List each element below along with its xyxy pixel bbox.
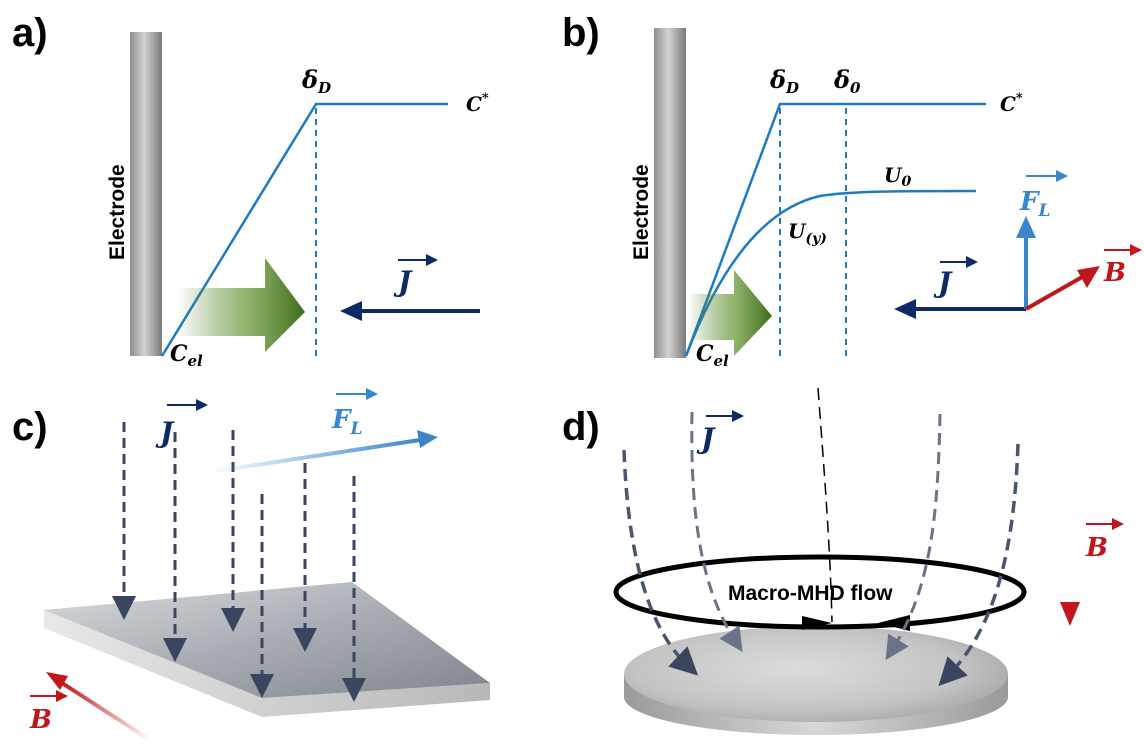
magnetic-field-arrow-line <box>1025 274 1085 311</box>
electrode-rod <box>654 28 686 358</box>
svg-text:B: B <box>29 705 52 735</box>
current-arrow-head <box>894 299 916 319</box>
panel-d: d) Macro-MHD flow J B <box>562 387 1124 735</box>
mass-transport-arrow <box>688 270 772 356</box>
svg-text:FL: FL <box>1019 187 1050 221</box>
panel-a: a) Electrode δD C* Cel J <box>12 11 489 370</box>
svg-text:B: B <box>1103 258 1126 288</box>
delta-0-label: δ0 <box>833 65 861 97</box>
disc-electrode-top <box>624 626 1008 722</box>
macro-mhd-flow-loop <box>613 554 1027 630</box>
magnetic-field-arrow-head <box>46 672 68 690</box>
delta-d-label: δD <box>769 65 799 97</box>
concentration-profile <box>160 102 448 357</box>
electrode-concentration-label: Cel <box>696 341 729 370</box>
current-vector-label: J <box>393 254 438 298</box>
mass-transport-arrow <box>178 258 305 352</box>
current-vector-label: J <box>933 256 978 299</box>
svg-text:FL: FL <box>331 405 362 439</box>
lorentz-force-arrow-head <box>1016 216 1036 238</box>
svg-text:J: J <box>933 266 953 299</box>
panel-a-label: a) <box>12 11 48 55</box>
panel-b: b) Electrode δD δ0 C* U0 U(y) Cel J <box>562 11 1142 370</box>
current-lines <box>112 422 366 702</box>
svg-text:J: J <box>155 416 175 449</box>
velocity-profile <box>684 189 977 357</box>
electrode-rod <box>130 32 162 356</box>
electrode-label: Electrode <box>630 164 653 260</box>
current-line <box>690 411 743 653</box>
panel-b-label: b) <box>562 11 600 55</box>
panel-c-label: c) <box>12 405 48 449</box>
svg-text:B: B <box>1085 533 1108 563</box>
plate-top <box>44 582 490 698</box>
bulk-concentration-label: C* <box>1000 91 1023 116</box>
current-vector-label: J <box>155 399 208 449</box>
velocity-profile-label: U(y) <box>788 219 827 247</box>
flow-arrow-head-right <box>802 616 832 630</box>
current-line <box>817 387 833 623</box>
plate-side <box>44 610 490 717</box>
macro-mhd-flow-label: Macro-MHD flow <box>728 582 893 605</box>
magnetic-field-vector-label: B <box>1103 244 1142 288</box>
lorentz-force-arrow-line <box>209 438 421 474</box>
flow-arrow-head-left <box>878 615 910 631</box>
bulk-concentration-label: C* <box>466 91 489 116</box>
electrode-concentration-label: Cel <box>170 341 203 370</box>
current-line <box>885 413 942 661</box>
delta-d-label: δD <box>301 65 331 97</box>
magnetic-field-vector-label: B <box>1085 518 1124 563</box>
magnetic-field-arrow-head <box>1077 266 1100 288</box>
bulk-velocity-label: U0 <box>884 163 911 190</box>
lorentz-force-vector-label: FL <box>1019 170 1068 221</box>
current-line <box>938 443 1020 687</box>
current-lines <box>622 387 1020 687</box>
magnetic-field-vector-label: B <box>29 690 68 735</box>
panel-c: c) J FL B <box>12 388 490 742</box>
concentration-profile <box>684 102 986 357</box>
electrode-label: Electrode <box>106 164 129 260</box>
current-line <box>622 449 699 676</box>
current-arrow-head <box>340 301 362 321</box>
lorentz-force-arrow-head <box>417 430 438 448</box>
magnetic-field-arrow-line <box>60 681 152 742</box>
magnetic-field-arrow-head <box>1060 602 1080 626</box>
panel-d-label: d) <box>562 405 600 449</box>
lorentz-force-vector-label: FL <box>331 388 378 439</box>
svg-text:J: J <box>696 422 716 455</box>
current-vector-label: J <box>696 410 744 455</box>
svg-text:J: J <box>393 265 413 298</box>
